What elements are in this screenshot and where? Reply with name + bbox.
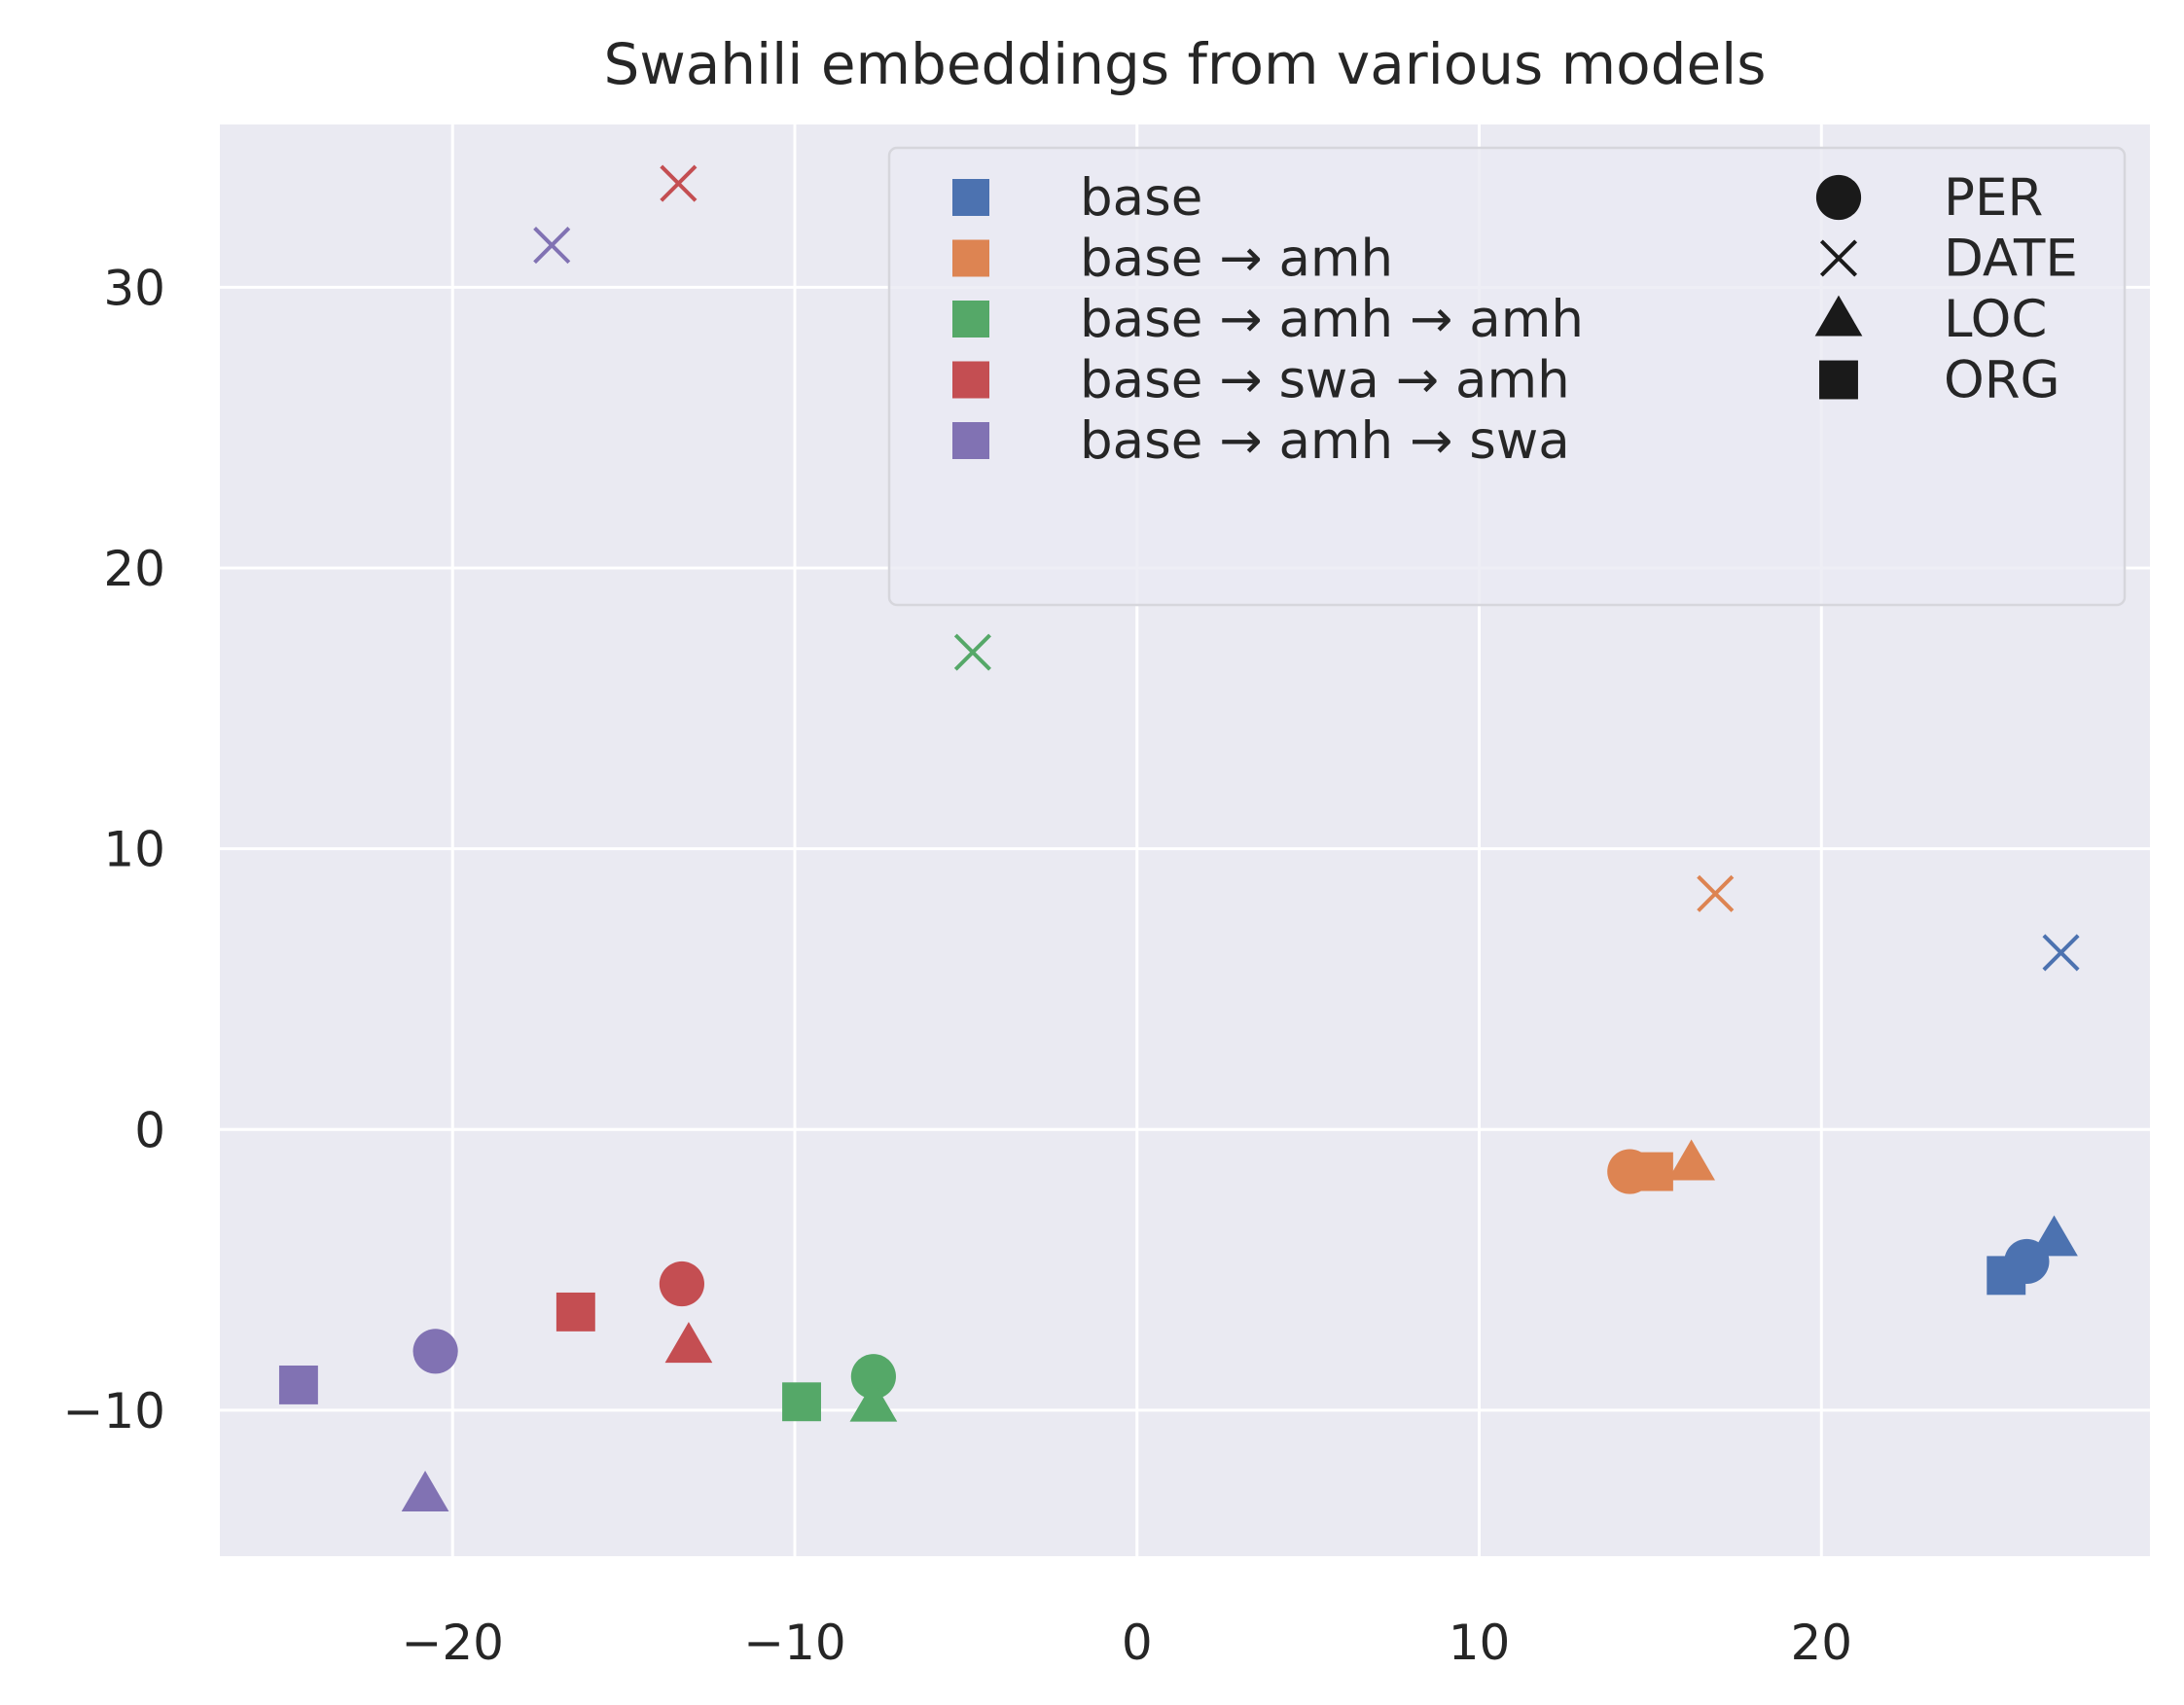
y-tick-label: 30 bbox=[103, 260, 165, 316]
x-tick-label: 10 bbox=[1449, 1615, 1511, 1671]
legend-label: base → amh bbox=[1080, 230, 1393, 289]
y-tick-label: 0 bbox=[134, 1102, 165, 1158]
data-point-x bbox=[660, 164, 698, 202]
legend-swatch bbox=[952, 361, 989, 399]
legend-swatch bbox=[952, 179, 989, 216]
legend-label: ORG bbox=[1944, 351, 2060, 410]
x-tick-label: −20 bbox=[401, 1615, 504, 1671]
data-point-square bbox=[782, 1382, 821, 1422]
legend-label: base bbox=[1080, 168, 1202, 228]
legend-swatch bbox=[952, 301, 989, 337]
data-point-triangle bbox=[664, 1322, 713, 1364]
tick-labels: −20 −10 0 10 20 −10 0 10 20 30 bbox=[62, 260, 1852, 1671]
data-point-circle bbox=[412, 1329, 458, 1374]
data-points bbox=[278, 164, 2080, 1512]
legend-label: base → swa → amh bbox=[1080, 351, 1570, 410]
legend-label: base → amh → swa bbox=[1080, 411, 1570, 471]
data-point-square bbox=[1987, 1256, 2026, 1296]
data-point-triangle bbox=[849, 1380, 898, 1422]
chart-title: Swahili embeddings from various models bbox=[604, 31, 1767, 97]
legend-marker-x bbox=[1819, 239, 1858, 277]
legend-marker-square bbox=[1819, 360, 1858, 400]
legend-label: PER bbox=[1944, 168, 2043, 228]
legend-label: DATE bbox=[1944, 230, 2078, 289]
legend-marker-triangle bbox=[1814, 295, 1863, 337]
legend-frame bbox=[887, 146, 2127, 607]
data-point-x bbox=[953, 633, 991, 671]
y-tick-label: 10 bbox=[103, 822, 165, 878]
data-point-circle bbox=[850, 1354, 896, 1400]
y-tick-label: −10 bbox=[62, 1383, 165, 1439]
data-point-triangle bbox=[1667, 1139, 1715, 1181]
data-point-triangle bbox=[401, 1471, 449, 1512]
x-tick-label: 0 bbox=[1122, 1615, 1153, 1671]
data-point-square bbox=[278, 1365, 318, 1404]
data-point-triangle bbox=[2030, 1215, 2078, 1257]
legend-label: LOC bbox=[1944, 290, 2047, 349]
data-point-x bbox=[2042, 934, 2080, 972]
legend-marker-circle bbox=[1815, 174, 1862, 221]
x-tick-label: −10 bbox=[743, 1615, 846, 1671]
data-point-x bbox=[1697, 874, 1735, 912]
x-tick-label: 20 bbox=[1790, 1615, 1852, 1671]
data-point-square bbox=[555, 1292, 595, 1332]
legend-label: base → amh → amh bbox=[1080, 290, 1584, 349]
data-point-x bbox=[533, 227, 571, 265]
legend-swatch bbox=[952, 422, 989, 459]
y-tick-label: 20 bbox=[103, 541, 165, 597]
data-point-square bbox=[1633, 1152, 1673, 1191]
data-point-circle bbox=[659, 1261, 704, 1307]
legend-swatch bbox=[952, 239, 989, 277]
